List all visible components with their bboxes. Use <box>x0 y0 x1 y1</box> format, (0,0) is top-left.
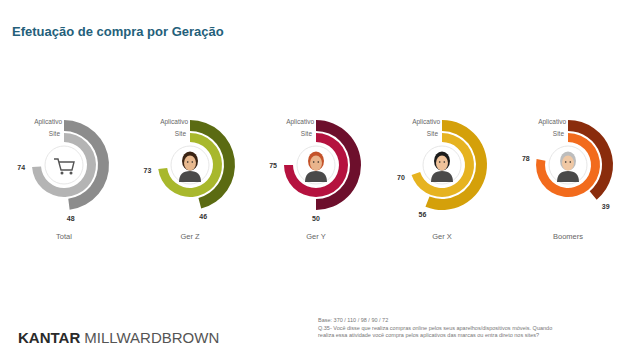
data-label: 78 <box>522 155 530 162</box>
avatar-bg <box>549 146 587 184</box>
avatar-bg <box>171 146 209 184</box>
data-label: 74 <box>17 164 25 171</box>
category-label: Total <box>56 232 72 241</box>
avatar-eye <box>313 161 315 163</box>
avatar-eye <box>570 161 572 163</box>
avatar <box>423 146 461 184</box>
avatar <box>171 146 209 184</box>
title: Efetuação de compra por Geração <box>12 24 224 39</box>
avatar <box>549 146 587 184</box>
logo-part: MILLWARDBROWN <box>84 329 219 346</box>
labels: 48 74 Aplicativo Site Total 46 73 Aplicativo Sit… <box>17 118 609 241</box>
data-label: 50 <box>312 215 320 222</box>
avatar-bg <box>45 146 83 184</box>
cart-wheel <box>61 172 64 175</box>
category-label: Ger Z <box>180 232 200 241</box>
avatar-hair <box>560 152 576 171</box>
avatar-eye <box>318 161 320 163</box>
category-label: Ger X <box>432 232 452 241</box>
avatar-body <box>305 171 327 182</box>
avatar-hair <box>182 152 198 171</box>
cart-wheel <box>70 172 73 175</box>
avatar-hair <box>434 152 450 171</box>
icons <box>45 146 587 184</box>
arc <box>412 133 474 197</box>
series-label: Site <box>175 130 187 137</box>
avatar-eye <box>187 161 189 163</box>
data-label: 75 <box>269 162 277 169</box>
logo: KANTARMILLWARDBROWN <box>18 329 219 346</box>
data-label: 70 <box>397 174 405 181</box>
series-label: Aplicativo <box>160 118 188 126</box>
avatar-face <box>562 156 574 171</box>
arc <box>158 133 222 197</box>
data-label: 48 <box>67 215 75 222</box>
series-label: Site <box>301 130 313 137</box>
series-label: Aplicativo <box>538 118 566 126</box>
avatar-face <box>184 156 196 171</box>
arc <box>536 133 600 197</box>
arc <box>284 133 348 197</box>
data-label: 73 <box>144 167 152 174</box>
arc <box>32 133 96 197</box>
avatar-eye <box>565 161 567 163</box>
category-label: Boomers <box>553 232 583 241</box>
avatar-body <box>179 171 201 182</box>
series-label: Aplicativo <box>286 118 314 126</box>
data-label: 39 <box>602 203 610 210</box>
avatar-body <box>431 171 453 182</box>
logo-part: KANTAR <box>18 329 80 346</box>
avatar-body <box>557 171 579 182</box>
series-label: Aplicativo <box>412 118 440 126</box>
series-label: Site <box>427 130 439 137</box>
question-note: Q.35- Você disse que realiza compras onl… <box>318 325 552 331</box>
avatar-bg <box>423 146 461 184</box>
avatar-hair <box>308 152 324 171</box>
cart-icon <box>54 159 74 170</box>
avatar-face <box>436 156 448 171</box>
avatar-bg <box>297 146 335 184</box>
avatar-eye <box>444 161 446 163</box>
chart: Efetuação de compra por Geração 48 74 Aplic… <box>0 0 638 359</box>
category-label: Ger Y <box>306 232 325 241</box>
data-label: 46 <box>199 213 207 220</box>
series-label: Site <box>49 130 61 137</box>
question-note: realiza essa atividade você compra pelos… <box>318 332 539 338</box>
avatar-eye <box>439 161 441 163</box>
avatar-face <box>310 156 322 171</box>
series-label: Aplicativo <box>34 118 62 126</box>
avatar-eye <box>192 161 194 163</box>
data-label: 56 <box>419 211 427 218</box>
avatar <box>297 146 335 184</box>
base-note: Base: 370 / 110 / 98 / 90 / 72 <box>318 317 388 323</box>
series-label: Site <box>553 130 565 137</box>
plot-area <box>32 120 613 210</box>
avatar <box>45 146 83 184</box>
